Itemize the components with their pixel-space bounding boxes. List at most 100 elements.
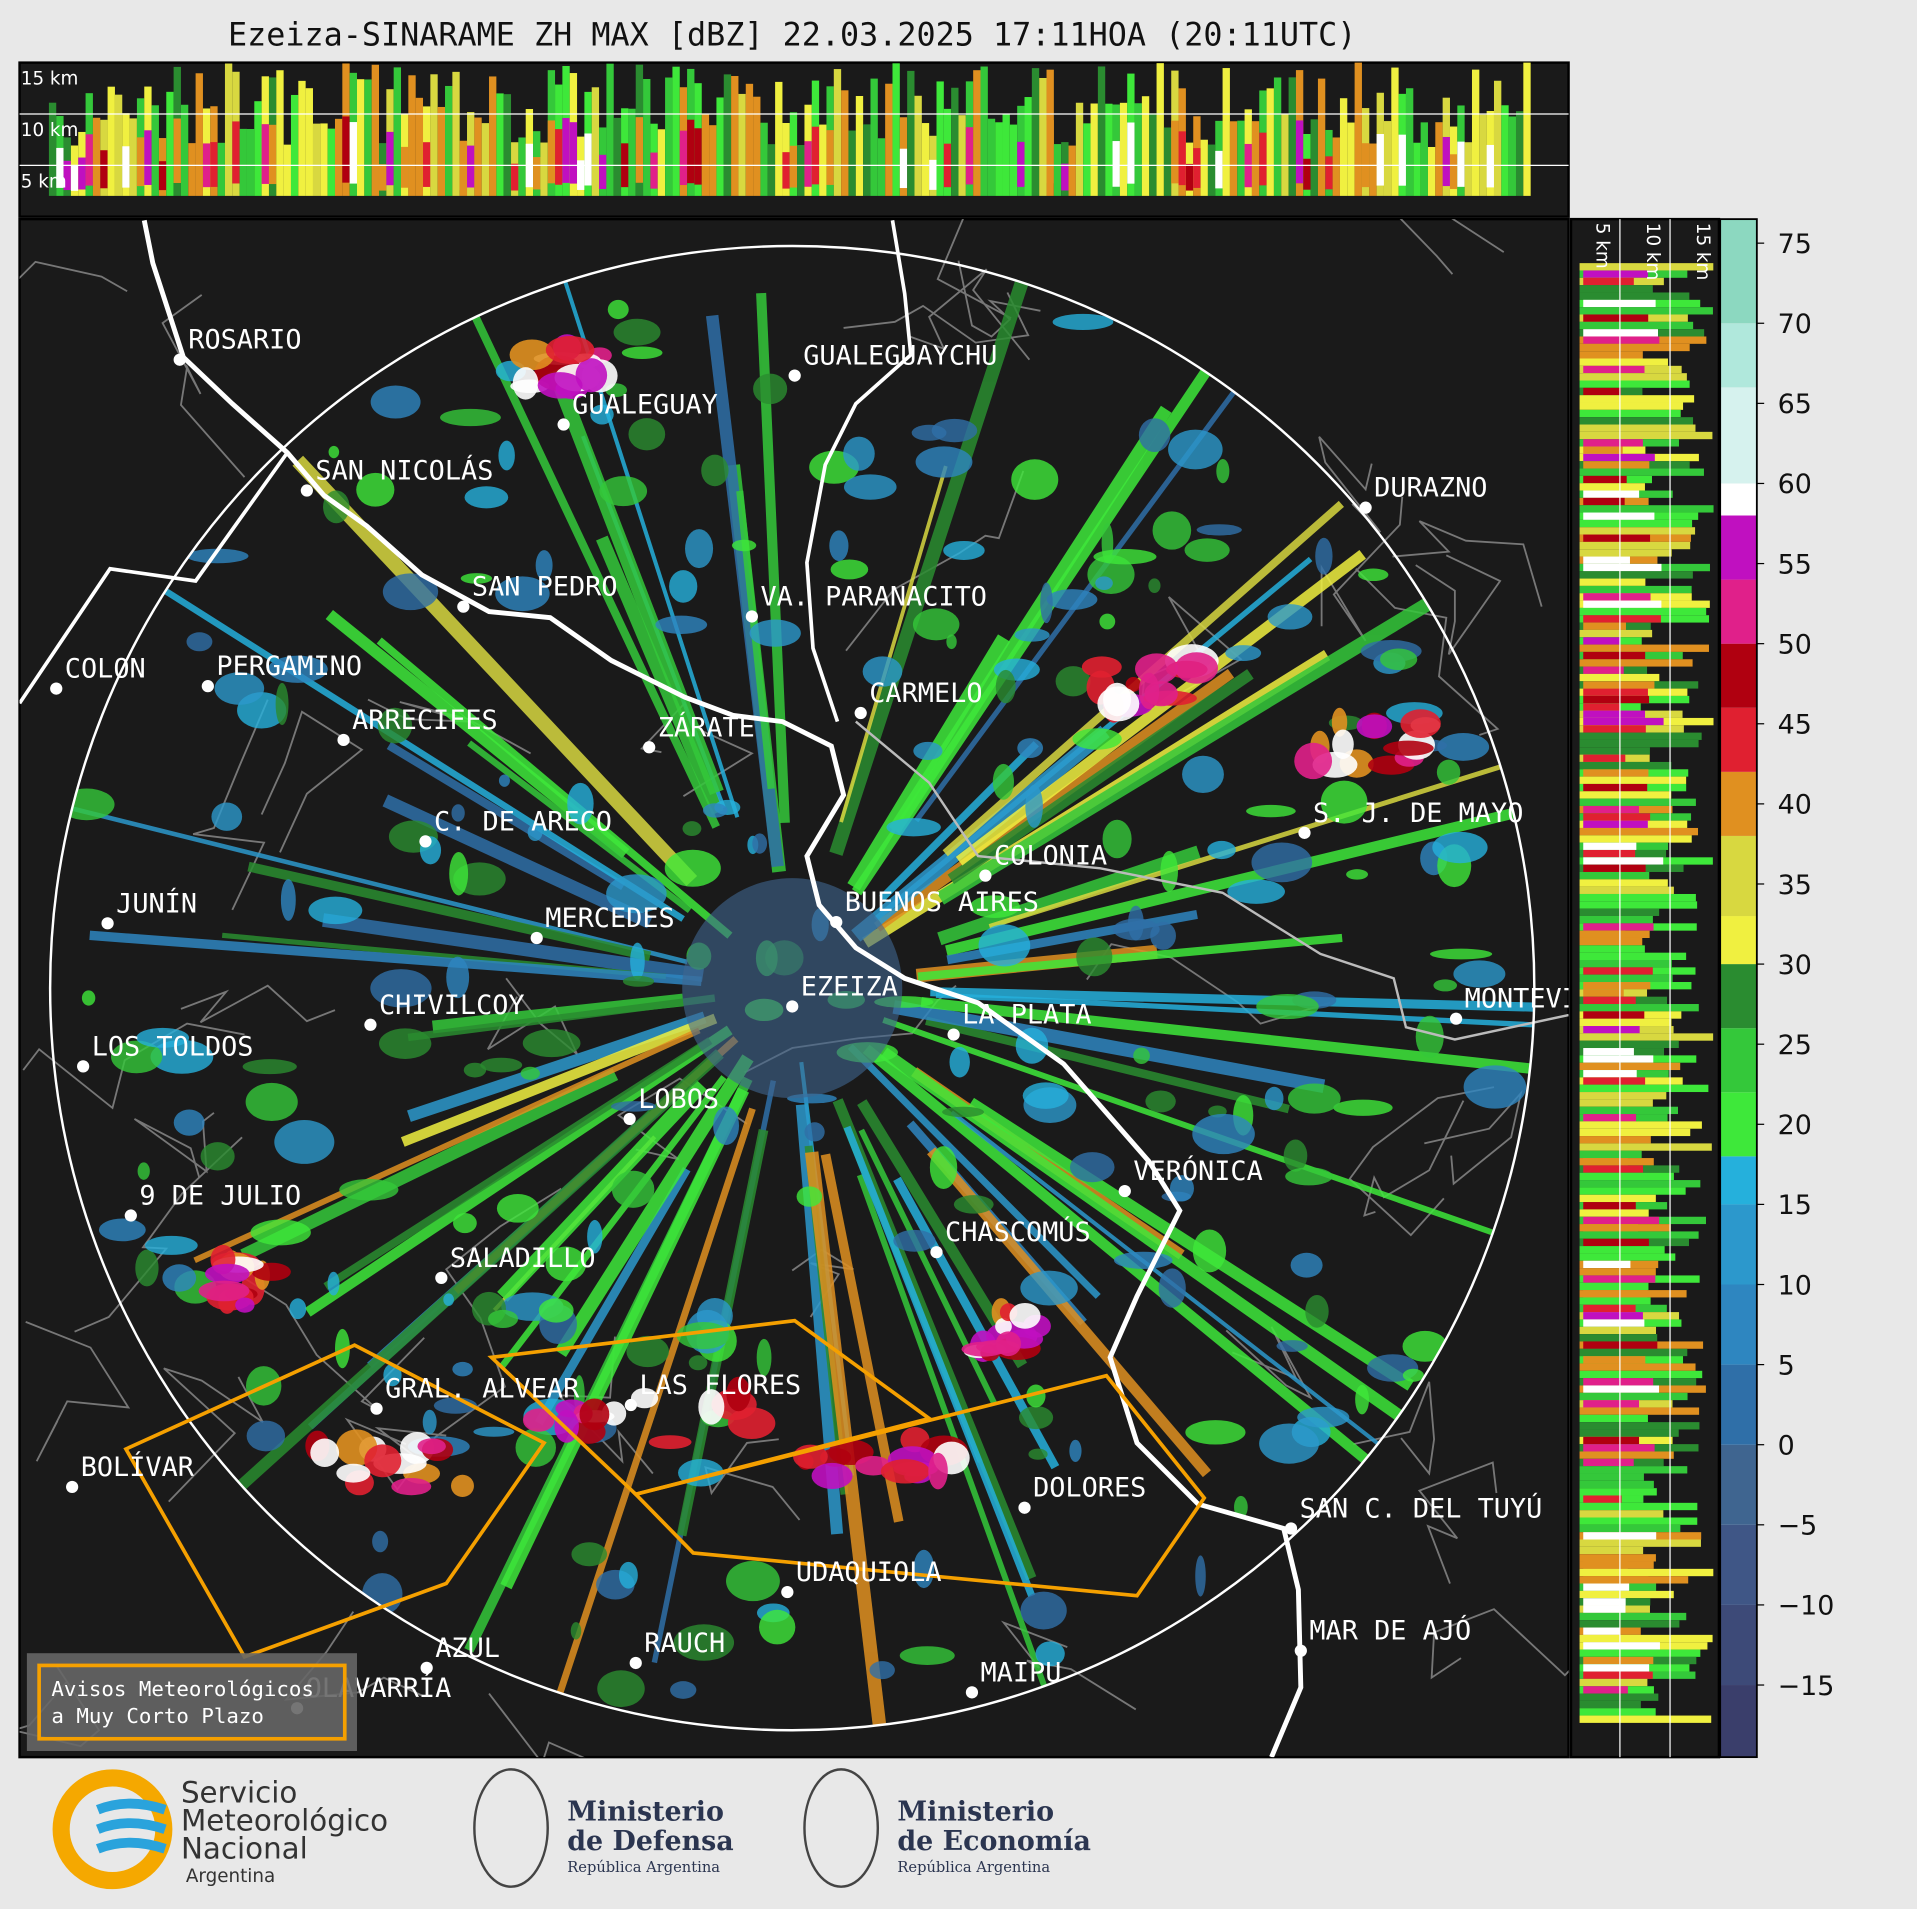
radar-ray <box>967 1097 1414 1391</box>
profile-core <box>1583 1495 1622 1503</box>
profile-column <box>217 142 225 196</box>
profile-column <box>496 93 504 196</box>
profile-core <box>1583 622 1626 630</box>
radar-echo <box>886 818 941 837</box>
profile-core <box>899 148 908 189</box>
city-label: LOBOS <box>638 1084 719 1115</box>
district-border <box>133 1112 215 1178</box>
radar-echo <box>869 1661 895 1680</box>
city-label: SAN PEDRO <box>472 572 618 603</box>
profile-column <box>1479 114 1487 196</box>
radar-echo <box>463 1062 487 1078</box>
profile-row <box>1579 585 1692 594</box>
profile-column <box>445 85 453 196</box>
river <box>805 220 913 723</box>
profile-row <box>1579 402 1684 410</box>
radar-echo <box>1158 1268 1186 1308</box>
radar-echo <box>610 1101 657 1112</box>
radar-ray <box>197 1049 724 1526</box>
city-label: VA. PARANACITO <box>760 581 987 612</box>
storm-cell <box>880 1459 930 1484</box>
profile-row <box>1579 791 1672 799</box>
profile-row <box>1579 285 1653 293</box>
storm-cell <box>545 335 595 364</box>
profile-column <box>1222 68 1230 196</box>
profile-core <box>1583 769 1649 777</box>
profile-column <box>48 102 57 196</box>
radar-ray <box>888 405 1172 834</box>
radar-echo <box>1093 549 1157 565</box>
profile-core <box>1583 864 1646 872</box>
radar-echo <box>599 476 648 507</box>
profile-row <box>1579 263 1714 271</box>
profile-column <box>1207 144 1216 196</box>
profile-column <box>863 124 871 196</box>
radar-echo <box>372 1530 389 1553</box>
radar-echo <box>843 474 897 500</box>
profile-column <box>239 128 247 196</box>
colorbar-tick-label: 5 <box>1778 1350 1795 1381</box>
logo-text: Ministerio <box>897 1797 1054 1828</box>
profile-column <box>283 144 291 196</box>
radar-echo <box>242 1059 297 1075</box>
city-dot <box>101 917 114 930</box>
profile-column <box>987 118 996 196</box>
profile-column <box>936 81 944 196</box>
profile-column <box>1002 114 1010 196</box>
profile-column <box>1237 120 1245 196</box>
profile-core <box>1583 1077 1646 1085</box>
profile-column <box>657 129 666 196</box>
radar-ray <box>851 725 1110 942</box>
radar-echo <box>597 1670 645 1708</box>
radar-ray <box>543 246 740 818</box>
profile-row <box>1579 1136 1651 1144</box>
storm-cell <box>235 1297 255 1313</box>
profile-row <box>1579 974 1673 983</box>
profile-core <box>100 150 108 189</box>
profile-row <box>1579 417 1694 425</box>
radar-ray <box>829 276 1030 856</box>
district-border <box>1353 1381 1436 1476</box>
profile-core <box>1583 1070 1637 1078</box>
profile-row <box>1579 1488 1657 1496</box>
radar-echo <box>1315 537 1333 575</box>
profile-row <box>1579 483 1645 491</box>
profile-core <box>1376 134 1384 186</box>
profile-row <box>1579 1517 1698 1525</box>
profile-column <box>665 77 673 196</box>
profile-column <box>1435 122 1443 196</box>
profile-core <box>1583 1436 1640 1445</box>
storm-cell <box>537 372 583 399</box>
radar-ray <box>988 715 1535 929</box>
colorbar-tick-label: −10 <box>1778 1591 1835 1622</box>
radar-echo <box>440 408 501 427</box>
radar-echo <box>267 655 328 683</box>
profile-core <box>1583 615 1661 623</box>
radar-ray <box>89 930 702 987</box>
radar-echo <box>1380 648 1418 671</box>
radar-echo <box>1192 1229 1227 1273</box>
profile-core <box>1583 923 1654 931</box>
profile-core <box>268 124 277 185</box>
city-dot <box>364 1018 377 1031</box>
radar-ray <box>500 1087 750 1590</box>
radar-echo <box>1402 1368 1424 1382</box>
profile-column <box>129 118 137 196</box>
profile-core <box>1583 556 1630 564</box>
profile-column <box>305 88 313 196</box>
profile-column <box>1339 98 1348 196</box>
profile-core <box>423 142 431 187</box>
profile-row <box>1579 644 1709 652</box>
radar-echo <box>1251 842 1313 883</box>
city-label: ROSARIO <box>188 325 301 356</box>
radar-echo <box>611 1170 655 1208</box>
radar-echo <box>339 1178 399 1201</box>
radar-echo <box>111 1040 163 1074</box>
profile-core <box>1583 277 1634 286</box>
city-label: C. DE ARECO <box>434 806 612 837</box>
clutter <box>682 878 903 1099</box>
profile-core <box>1486 144 1494 188</box>
radar-echo <box>214 672 265 705</box>
profile-row <box>1579 578 1646 586</box>
profile-column <box>1024 97 1032 196</box>
